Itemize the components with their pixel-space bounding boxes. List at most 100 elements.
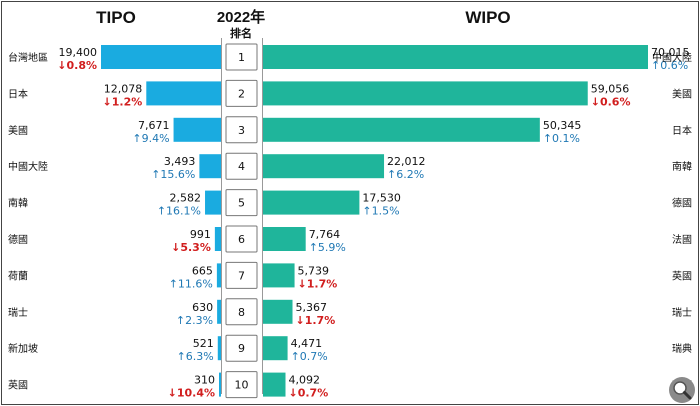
tipo-value-label: 630 (192, 301, 213, 314)
rank-box (225, 152, 258, 180)
wipo-bar (263, 190, 360, 215)
wipo-value-label: 17,530 (362, 192, 401, 205)
wipo-value-label: 4,092 (289, 374, 321, 387)
wipo-change-label: ↑1.5% (362, 205, 399, 218)
tipo-change-label: ↑9.4% (132, 132, 169, 145)
wipo-value-label: 70,015 (651, 46, 690, 59)
rank-box (225, 43, 258, 71)
tipo-value-label: 7,671 (138, 119, 170, 132)
tipo-bar (214, 227, 221, 251)
tipo-change-label: ↑15.6% (151, 168, 195, 181)
tipo-change-label: ↓10.4% (168, 387, 215, 400)
tipo-title: TIPO (96, 8, 136, 27)
tipo-change-label: ↑6.3% (177, 350, 214, 363)
year-label: 2022年 (217, 8, 265, 26)
wipo-country-label: 美國 (672, 87, 692, 100)
wipo-change-label: ↓0.7% (289, 387, 329, 400)
wipo-change-label: ↓0.6% (591, 95, 631, 108)
wipo-country-label: 日本 (672, 124, 692, 137)
wipo-title: WIPO (465, 8, 510, 27)
rank-number: 4 (238, 160, 245, 173)
wipo-value-label: 59,056 (591, 82, 630, 95)
rank-box (225, 225, 258, 253)
wipo-change-label: ↑0.7% (291, 350, 328, 363)
rank-box (225, 189, 258, 217)
wipo-bar (263, 117, 540, 142)
tipo-value-label: 12,078 (104, 82, 143, 95)
tipo-change-label: ↑2.3% (176, 314, 213, 327)
wipo-value-label: 50,345 (543, 119, 582, 132)
wipo-bar (263, 263, 295, 288)
rank-number: 3 (238, 124, 245, 137)
rank-number: 2 (238, 87, 245, 100)
wipo-change-label: ↑0.6% (651, 59, 688, 72)
wipo-bar (263, 45, 648, 69)
tipo-bar (173, 117, 221, 142)
rank-number: 6 (238, 233, 245, 246)
wipo-value-label: 5,367 (296, 301, 328, 314)
tipo-country-label: 南韓 (8, 197, 28, 210)
tipo-change-label: ↓1.2% (103, 95, 143, 108)
wipo-bar (263, 372, 286, 397)
wipo-country-label: 英國 (672, 269, 692, 282)
tipo-bar (146, 81, 221, 106)
wipo-change-label: ↓1.7% (296, 314, 336, 327)
wipo-country-label: 法國 (672, 233, 692, 246)
rank-header: 排名 (230, 26, 252, 40)
wipo-country-label: 德國 (672, 197, 692, 210)
wipo-country-label: 南韓 (672, 160, 692, 173)
rank-box (225, 116, 258, 144)
tipo-country-label: 中國大陸 (8, 160, 48, 173)
magnifier-icon[interactable] (668, 376, 696, 404)
wipo-value-label: 22,012 (387, 155, 426, 168)
wipo-value-label: 4,471 (291, 337, 323, 350)
rank-box (225, 371, 258, 399)
wipo-country-label: 瑞典 (672, 342, 692, 355)
rank-number: 8 (238, 306, 245, 319)
rank-box (225, 334, 258, 362)
tipo-country-label: 荷蘭 (8, 269, 28, 282)
tipo-bar (199, 154, 221, 179)
tipo-bar (217, 336, 221, 361)
rank-box (225, 79, 258, 107)
tipo-country-label: 台灣地區 (8, 51, 48, 64)
tipo-value-label: 3,493 (164, 155, 196, 168)
tipo-change-label: ↑11.6% (169, 277, 213, 290)
wipo-country-label: 中國大陸 (652, 51, 692, 64)
wipo-bar (263, 227, 306, 251)
wipo-value-label: 7,764 (309, 228, 341, 241)
tipo-bar (101, 45, 221, 69)
tipo-value-label: 2,582 (170, 192, 202, 205)
rank-box (225, 298, 258, 326)
tipo-bar (205, 190, 221, 215)
wipo-change-label: ↑6.2% (387, 168, 424, 181)
tipo-country-label: 德國 (8, 233, 28, 246)
rank-number: 10 (235, 379, 249, 392)
wipo-country-label: 瑞士 (672, 306, 692, 319)
tipo-country-label: 日本 (8, 87, 28, 100)
tipo-value-label: 19,400 (59, 46, 98, 59)
rank-number: 1 (238, 51, 245, 64)
tipo-value-label: 521 (193, 337, 214, 350)
wipo-change-label: ↓1.7% (298, 277, 338, 290)
wipo-bar (263, 299, 293, 324)
tipo-value-label: 665 (192, 264, 213, 277)
wipo-bar (263, 336, 288, 361)
tipo-bar (219, 372, 221, 397)
rank-number: 7 (238, 269, 245, 282)
wipo-bar (263, 154, 385, 179)
tipo-country-label: 瑞士 (8, 306, 28, 319)
tipo-change-label: ↓0.8% (57, 59, 97, 72)
tipo-country-label: 新加坡 (8, 342, 38, 355)
tipo-value-label: 991 (190, 228, 211, 241)
tipo-value-label: 310 (194, 374, 215, 387)
rank-number: 5 (238, 197, 245, 210)
wipo-change-label: ↑5.9% (309, 241, 346, 254)
rank-box (225, 261, 258, 289)
tipo-change-label: ↑16.1% (157, 205, 201, 218)
tipo-bar (217, 299, 221, 324)
wipo-change-label: ↑0.1% (543, 132, 580, 145)
tipo-change-label: ↓5.3% (171, 241, 211, 254)
